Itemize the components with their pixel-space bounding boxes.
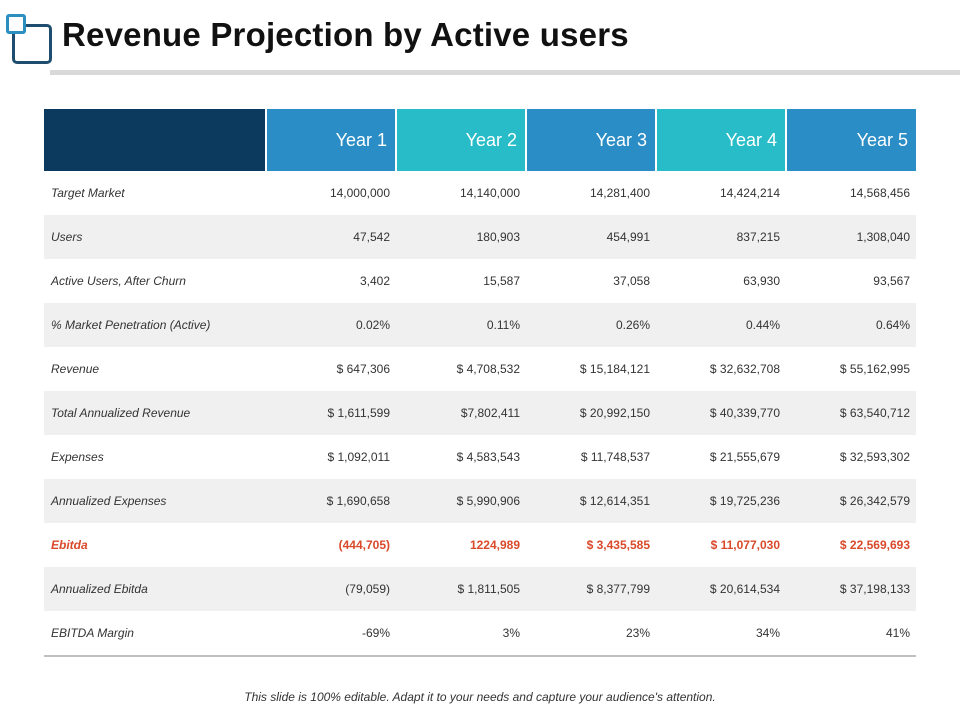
table-cell: $ 63,540,712	[786, 391, 916, 435]
table-cell: 37,058	[613, 274, 650, 288]
table-cell: $ 1,811,505	[396, 567, 526, 611]
table-cell: 454,991	[526, 215, 656, 259]
table-row: % Market Penetration (Active) 0.02% 0.11…	[44, 303, 916, 347]
table-cell: (79,059)	[266, 567, 396, 611]
table-cell: 23%	[526, 611, 656, 657]
table-cell: $ 20,992,150	[526, 391, 656, 435]
row-label: Annualized Expenses	[44, 479, 266, 523]
table-cell: $ 647,306	[336, 362, 390, 376]
title-underline	[50, 70, 960, 75]
row-label: % Market Penetration (Active)	[44, 303, 266, 347]
table-row: Revenue $ 647,306 $ 4,708,532 $ 15,184,1…	[44, 347, 916, 391]
table-cell: $ 11,748,537	[580, 450, 650, 464]
row-label: Active Users, After Churn	[51, 274, 186, 288]
table-cell: $ 32,593,302	[839, 450, 910, 464]
table-cell: 0.44%	[656, 303, 786, 347]
header-year-2: Year 2	[395, 109, 526, 171]
footer-note: This slide is 100% editable. Adapt it to…	[244, 690, 716, 704]
table-row: Total Annualized Revenue $ 1,611,599 $7,…	[44, 391, 916, 435]
table-cell: $ 1,092,011	[327, 450, 390, 464]
table-cell: 34%	[656, 611, 786, 657]
table-row: Target Market 14,000,000 14,140,000 14,2…	[44, 171, 916, 215]
table-cell: 0.64%	[786, 303, 916, 347]
table-cell: 63,930	[743, 274, 780, 288]
table-cell: $ 22,569,693	[839, 538, 910, 552]
table-row: Annualized Ebitda (79,059) $ 1,811,505 $…	[44, 567, 916, 611]
header-year-3: Year 3	[525, 109, 656, 171]
table-cell: 93,567	[873, 274, 910, 288]
table-cell: 0.26%	[526, 303, 656, 347]
table-cell: $ 40,339,770	[656, 391, 786, 435]
row-label: Revenue	[51, 362, 100, 376]
row-label: EBITDA Margin	[44, 611, 266, 657]
row-label: Expenses	[51, 450, 104, 464]
table-cell: $ 32,632,708	[709, 362, 780, 376]
table-cell: $ 1,611,599	[266, 391, 396, 435]
header-row: Year 1 Year 2 Year 3 Year 4 Year 5	[44, 109, 916, 171]
table-cell: 1224,989	[469, 538, 520, 552]
table-cell: 0.11%	[396, 303, 526, 347]
row-label: Users	[44, 215, 266, 259]
table-row: EBITDA Margin -69% 3% 23% 34% 41%	[44, 611, 916, 657]
header-corner	[44, 109, 266, 171]
table-row-ebitda: Ebitda (444,705) 1224,989 $ 3,435,585 $ …	[44, 523, 916, 567]
row-label: Annualized Ebitda	[44, 567, 266, 611]
table-cell: $ 37,198,133	[786, 567, 916, 611]
table-cell: $ 26,342,579	[786, 479, 916, 523]
table-cell: 14,281,400	[589, 186, 650, 200]
table-cell: $ 5,990,906	[396, 479, 526, 523]
table-cell: $7,802,411	[396, 391, 526, 435]
header-year-4: Year 4	[655, 109, 786, 171]
logo-square-large	[12, 24, 52, 64]
table-row: Users 47,542 180,903 454,991 837,215 1,3…	[44, 215, 916, 259]
table-cell: 14,424,214	[719, 186, 780, 200]
row-label: Total Annualized Revenue	[44, 391, 266, 435]
table-cell: 15,587	[483, 274, 520, 288]
table-cell: $ 55,162,995	[839, 362, 910, 376]
table-row: Expenses $ 1,092,011 $ 4,583,543 $ 11,74…	[44, 435, 916, 479]
logo-icon	[4, 10, 54, 64]
header-year-5: Year 5	[785, 109, 916, 171]
table-cell: 180,903	[396, 215, 526, 259]
table-cell: $ 1,690,658	[266, 479, 396, 523]
table-cell: 41%	[786, 611, 916, 657]
revenue-table: Year 1 Year 2 Year 3 Year 4 Year 5 Targe…	[44, 109, 916, 657]
table-cell: $ 4,708,532	[456, 362, 520, 376]
table-cell: 14,000,000	[329, 186, 390, 200]
row-label: Target Market	[51, 186, 125, 200]
table-cell: 837,215	[656, 215, 786, 259]
logo-square-small	[6, 14, 26, 34]
row-label: Ebitda	[51, 538, 88, 552]
table-cell: $ 8,377,799	[526, 567, 656, 611]
table-cell: (444,705)	[338, 538, 390, 552]
table-cell: $ 21,555,679	[709, 450, 780, 464]
table-cell: $ 19,725,236	[656, 479, 786, 523]
table-cell: $ 15,184,121	[579, 362, 650, 376]
table-cell: 14,568,456	[849, 186, 910, 200]
table-cell: $ 3,435,585	[586, 538, 650, 552]
table-cell: 1,308,040	[786, 215, 916, 259]
table-cell: $ 12,614,351	[526, 479, 656, 523]
table-row: Active Users, After Churn 3,402 15,587 3…	[44, 259, 916, 303]
table-row: Annualized Expenses $ 1,690,658 $ 5,990,…	[44, 479, 916, 523]
table-cell: -69%	[266, 611, 396, 657]
table-cell: 0.02%	[266, 303, 396, 347]
table-cell: $ 4,583,543	[456, 450, 520, 464]
header-year-1: Year 1	[265, 109, 396, 171]
page-title: Revenue Projection by Active users	[62, 16, 629, 53]
table-cell: 3,402	[359, 274, 390, 288]
table-cell: $ 11,077,030	[710, 538, 780, 552]
table-cell: 47,542	[266, 215, 396, 259]
table-cell: 14,140,000	[459, 186, 520, 200]
table-cell: 3%	[396, 611, 526, 657]
table-cell: $ 20,614,534	[656, 567, 786, 611]
